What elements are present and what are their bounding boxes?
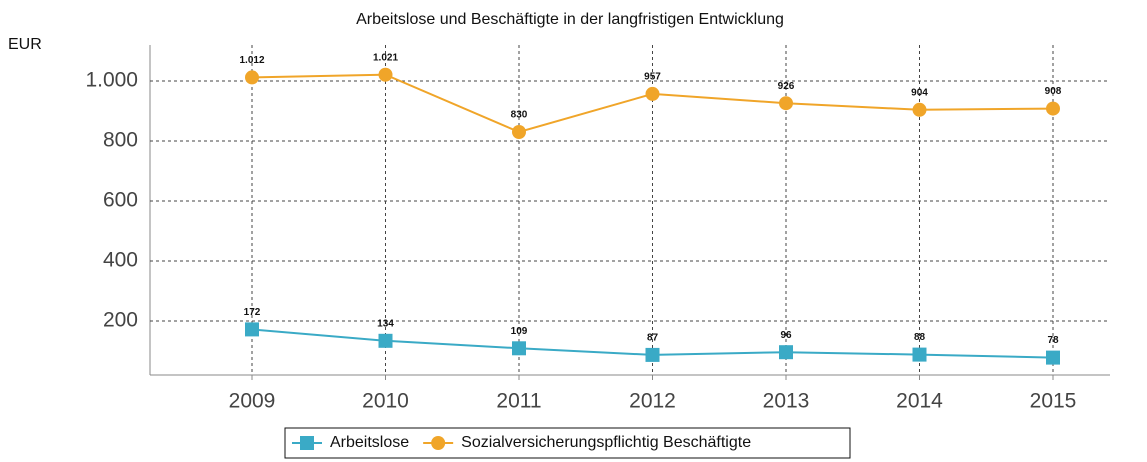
data-label: 96 bbox=[780, 330, 792, 341]
x-tick-label: 2012 bbox=[629, 390, 676, 413]
chart-title: Arbeitslose und Beschäftigte in der lang… bbox=[356, 11, 784, 28]
data-label: 134 bbox=[377, 318, 394, 329]
x-tick-label: 2013 bbox=[763, 390, 810, 413]
y-tick-label: 800 bbox=[103, 129, 138, 152]
x-tick-label: 2009 bbox=[229, 390, 276, 413]
x-tick-label: 2015 bbox=[1030, 390, 1077, 413]
data-point bbox=[779, 96, 793, 111]
data-point bbox=[245, 70, 259, 85]
data-label: 78 bbox=[1047, 335, 1059, 346]
data-label: 87 bbox=[647, 333, 659, 344]
legend-label: Sozialversicherungspflichtig Beschäftigt… bbox=[461, 434, 751, 451]
data-label: 109 bbox=[511, 326, 528, 337]
data-label: 1.012 bbox=[239, 55, 264, 66]
data-point bbox=[912, 102, 927, 117]
y-axis-label: EUR bbox=[8, 36, 42, 53]
data-point bbox=[512, 125, 526, 139]
data-label: 926 bbox=[778, 81, 795, 92]
x-tick-label: 2014 bbox=[896, 390, 943, 413]
data-label: 830 bbox=[511, 110, 528, 121]
y-tick-label: 600 bbox=[103, 189, 138, 212]
x-tick-label: 2010 bbox=[362, 390, 409, 413]
data-label: 172 bbox=[244, 307, 261, 318]
data-point bbox=[779, 345, 793, 360]
legend-label: Arbeitslose bbox=[330, 434, 409, 451]
data-point bbox=[1046, 350, 1060, 365]
y-tick-label: 200 bbox=[103, 309, 138, 332]
data-label: 957 bbox=[644, 72, 661, 83]
legend-box bbox=[284, 427, 851, 459]
data-point bbox=[245, 322, 259, 337]
x-tick-label: 2011 bbox=[496, 390, 541, 413]
legend-marker bbox=[431, 436, 446, 450]
y-tick-label: 1.000 bbox=[85, 69, 138, 92]
data-label: 1.021 bbox=[373, 52, 398, 63]
legend-marker bbox=[300, 436, 314, 450]
y-tick-label: 400 bbox=[103, 249, 138, 272]
data-point bbox=[912, 347, 927, 362]
data-label: 908 bbox=[1045, 86, 1062, 97]
data-point bbox=[645, 347, 660, 362]
data-point bbox=[378, 67, 393, 82]
data-point bbox=[512, 341, 526, 356]
data-point bbox=[1046, 101, 1060, 116]
data-point bbox=[378, 333, 393, 348]
data-label: 904 bbox=[911, 87, 928, 98]
data-point bbox=[645, 86, 660, 101]
data-label: 88 bbox=[914, 332, 926, 343]
